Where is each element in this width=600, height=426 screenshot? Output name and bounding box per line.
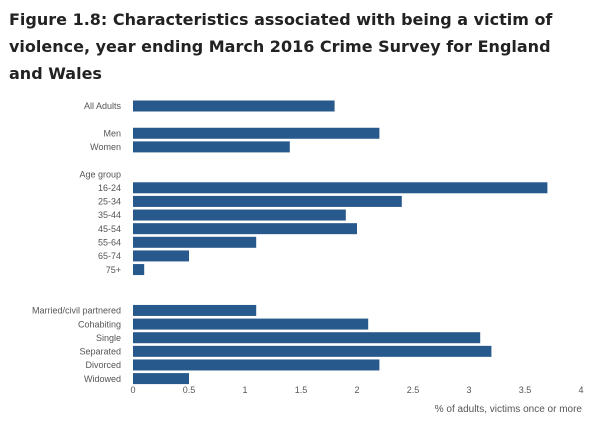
bar [133,209,346,221]
category-label: Cohabiting [78,319,121,329]
category-label: Divorced [85,360,121,370]
category-label: 65-74 [98,251,121,261]
category-label: 55-64 [98,238,121,248]
x-tick-label: 2.5 [407,385,420,395]
x-tick-label: 3 [466,385,471,395]
category-label: Men [103,128,121,138]
category-label: Single [96,333,121,343]
category-label: Women [90,142,121,152]
bar [133,127,380,139]
x-tick-label: 1 [242,385,247,395]
category-label: Age group [79,169,121,179]
x-axis-title: % of adults, victims once or more [435,404,583,415]
bar [133,195,402,207]
category-label: Separated [79,347,121,357]
category-label: 35-44 [98,210,121,220]
bar [133,373,189,385]
category-label: All Adults [84,101,122,111]
bar [133,332,481,344]
x-tick-label: 0 [130,385,135,395]
bar [133,141,290,153]
bar [133,318,369,330]
bar [133,345,492,357]
x-tick-label: 2 [354,385,359,395]
category-label: 25-34 [98,197,121,207]
x-tick-label: 3.5 [519,385,532,395]
category-label: 75+ [106,265,121,275]
category-labels: All Adults Men Women Age group 16-24 25-34 35-… [32,101,122,384]
bar [133,304,257,316]
category-label: Married/civil partnered [32,306,121,316]
x-tick-label: 4 [578,385,583,395]
category-label: Widowed [84,374,121,384]
bar [133,223,357,235]
bar [133,182,548,194]
bar [133,264,145,276]
category-label: 45-54 [98,224,121,234]
chart-title: Figure 1.8: Characteristics associated w… [9,10,553,83]
bar [133,359,380,371]
bar [133,236,257,248]
bar [133,250,189,262]
x-tick-label: 1.5 [295,385,308,395]
category-label: 16-24 [98,183,121,193]
x-axis-ticks: 0 0.5 1 1.5 2 2.5 3 3.5 4 [130,385,583,395]
x-tick-label: 0.5 [183,385,196,395]
bar [133,100,335,112]
bars [133,100,548,385]
